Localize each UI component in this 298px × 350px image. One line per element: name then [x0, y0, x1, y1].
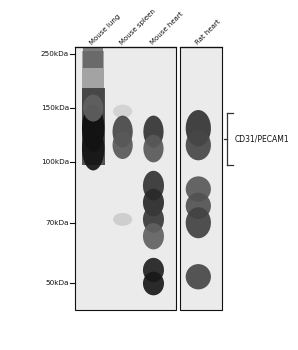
Text: 250kDa: 250kDa — [41, 51, 69, 57]
Text: 150kDa: 150kDa — [41, 105, 69, 111]
Ellipse shape — [113, 131, 133, 159]
Text: Mouse lung: Mouse lung — [89, 13, 122, 46]
Ellipse shape — [143, 206, 164, 233]
Bar — [75, 47, 176, 310]
Ellipse shape — [143, 272, 164, 295]
Ellipse shape — [186, 110, 211, 147]
Ellipse shape — [113, 105, 132, 118]
Ellipse shape — [186, 130, 211, 160]
Text: Rat heart: Rat heart — [194, 18, 221, 46]
Bar — [82, 51, 104, 152]
Ellipse shape — [186, 264, 211, 289]
Bar — [82, 88, 105, 166]
Ellipse shape — [143, 223, 164, 250]
Bar — [180, 47, 222, 310]
Text: 50kDa: 50kDa — [45, 280, 69, 287]
Ellipse shape — [186, 176, 211, 202]
Ellipse shape — [186, 193, 211, 219]
Text: 70kDa: 70kDa — [45, 220, 69, 226]
Text: Mouse heart: Mouse heart — [149, 10, 184, 46]
Ellipse shape — [83, 94, 103, 121]
Ellipse shape — [143, 258, 164, 282]
Text: Mouse spleen: Mouse spleen — [118, 7, 156, 46]
Ellipse shape — [82, 105, 104, 152]
Ellipse shape — [82, 127, 104, 170]
Ellipse shape — [113, 213, 132, 226]
Text: CD31/PECAM1: CD31/PECAM1 — [235, 135, 289, 144]
Ellipse shape — [143, 171, 164, 201]
Ellipse shape — [143, 135, 164, 162]
Bar — [83, 47, 103, 68]
Ellipse shape — [186, 207, 211, 238]
Text: 100kDa: 100kDa — [41, 159, 69, 165]
Ellipse shape — [143, 116, 164, 148]
Ellipse shape — [143, 189, 164, 216]
Ellipse shape — [113, 116, 133, 148]
